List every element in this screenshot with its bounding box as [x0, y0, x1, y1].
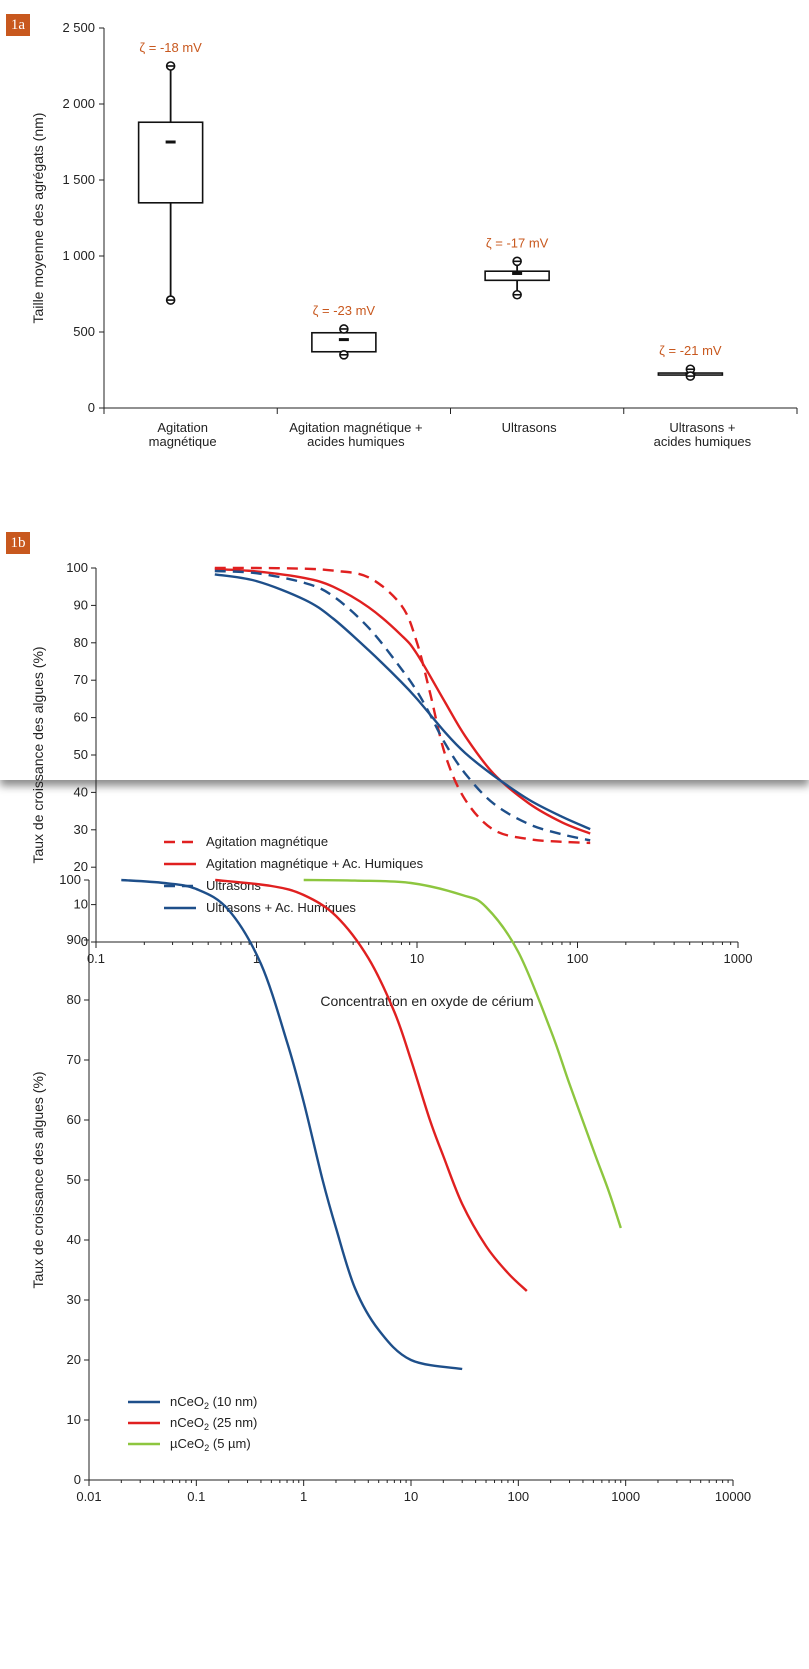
- legend-label: nCeO2 (25 nm): [170, 1415, 257, 1432]
- y-axis-title: Taux de croissance des algues (%): [30, 1071, 46, 1288]
- legend-label: nCeO2 (10 nm): [170, 1394, 257, 1411]
- y-axis-title: Taille moyenne des agrégats (nm): [30, 113, 46, 324]
- y-tick-label: 10: [74, 897, 88, 912]
- y-tick-label: 30: [74, 822, 88, 837]
- zeta-potential-label: ζ = -21 mV: [659, 343, 722, 358]
- series-line: [121, 878, 463, 1371]
- y-tick-label: 60: [67, 1112, 81, 1127]
- y-axis-title: Taux de croissance des algues (%): [30, 646, 46, 863]
- series-line: [215, 878, 528, 1292]
- legend-label: Agitation magnétique + Ac. Humiques: [206, 856, 424, 871]
- x-tick-label: 1: [253, 951, 260, 966]
- panel-tag-1a: 1a: [6, 14, 30, 36]
- y-tick-label: 20: [67, 1352, 81, 1367]
- y-tick-label: 2 000: [62, 96, 95, 111]
- zeta-potential-label: ζ = -23 mV: [313, 303, 376, 318]
- legend-label: µCeO2 (5 µm): [170, 1436, 251, 1453]
- y-tick-label: 500: [73, 324, 95, 339]
- y-tick-label: 0: [88, 400, 95, 415]
- legend-label: Ultrasons: [206, 878, 261, 893]
- x-tick-label: 10: [410, 951, 424, 966]
- y-tick-label: 2 500: [62, 20, 95, 35]
- x-category-label: acides humiques: [654, 434, 752, 449]
- y-tick-label: 50: [74, 747, 88, 762]
- y-tick-label: 90: [74, 597, 88, 612]
- y-tick-label: 0: [81, 934, 88, 949]
- legend-label: Agitation magnétique: [206, 834, 328, 849]
- series-line: [214, 573, 591, 831]
- panel-1-card: [0, 0, 809, 780]
- y-tick-label: 1 000: [62, 248, 95, 263]
- y-tick-label: 40: [74, 784, 88, 799]
- x-category-label: magnétique: [149, 434, 217, 449]
- x-tick-label: 10: [404, 1489, 418, 1504]
- x-category-label: Agitation magnétique +: [289, 420, 422, 435]
- y-tick-label: 50: [67, 1172, 81, 1187]
- y-tick-label: 80: [67, 992, 81, 1007]
- x-category-label: Ultrasons: [502, 420, 557, 435]
- series-line: [303, 878, 622, 1229]
- y-tick-label: 20: [74, 859, 88, 874]
- y-tick-label: 100: [59, 872, 81, 887]
- x-category-label: Ultrasons +: [669, 420, 735, 435]
- x-tick-label: 1000: [611, 1489, 640, 1504]
- y-tick-label: 40: [67, 1232, 81, 1247]
- zeta-potential-label: ζ = -18 mV: [139, 40, 202, 55]
- box-plot-aggregate-size: 0 500 1 000 1 500 2 000 2 500 Agitationmagnéti…: [30, 20, 798, 449]
- y-tick-label: 10: [67, 1412, 81, 1427]
- x-tick-label: 0.01: [76, 1489, 101, 1504]
- panel-tag-1b: 1b: [6, 532, 30, 554]
- box: [137, 121, 204, 204]
- x-axis-title: Concentration en oxyde de cérium: [320, 993, 533, 1009]
- y-tick-label: 80: [74, 635, 88, 650]
- series-line: [214, 566, 591, 845]
- x-category-label: Agitation: [157, 420, 208, 435]
- y-tick-label: 100: [66, 560, 88, 575]
- series-line: [214, 569, 591, 842]
- x-tick-label: 0.1: [187, 1489, 205, 1504]
- y-tick-label: 1 500: [62, 172, 95, 187]
- y-tick-label: 90: [67, 932, 81, 947]
- x-tick-label: 1: [300, 1489, 307, 1504]
- y-tick-label: 0: [74, 1472, 81, 1487]
- y-tick-label: 70: [74, 672, 88, 687]
- series-line: [214, 567, 591, 835]
- zeta-potential-label: ζ = -17 mV: [486, 235, 549, 250]
- x-tick-label: 100: [567, 951, 589, 966]
- y-tick-label: 60: [74, 710, 88, 725]
- box: [484, 270, 550, 282]
- x-tick-label: 10000: [715, 1489, 751, 1504]
- x-tick-label: 1000: [724, 951, 753, 966]
- x-category-label: acides humiques: [307, 434, 405, 449]
- box: [311, 331, 377, 353]
- y-tick-label: 30: [67, 1292, 81, 1307]
- x-tick-label: 0.1: [87, 951, 105, 966]
- y-tick-label: 70: [67, 1052, 81, 1067]
- x-tick-label: 100: [507, 1489, 529, 1504]
- line-chart-growth-rate: 0 10 20 30 40 50 60 70 80 90 100 0.1 1 10 100 1000 Conce…: [30, 560, 753, 1009]
